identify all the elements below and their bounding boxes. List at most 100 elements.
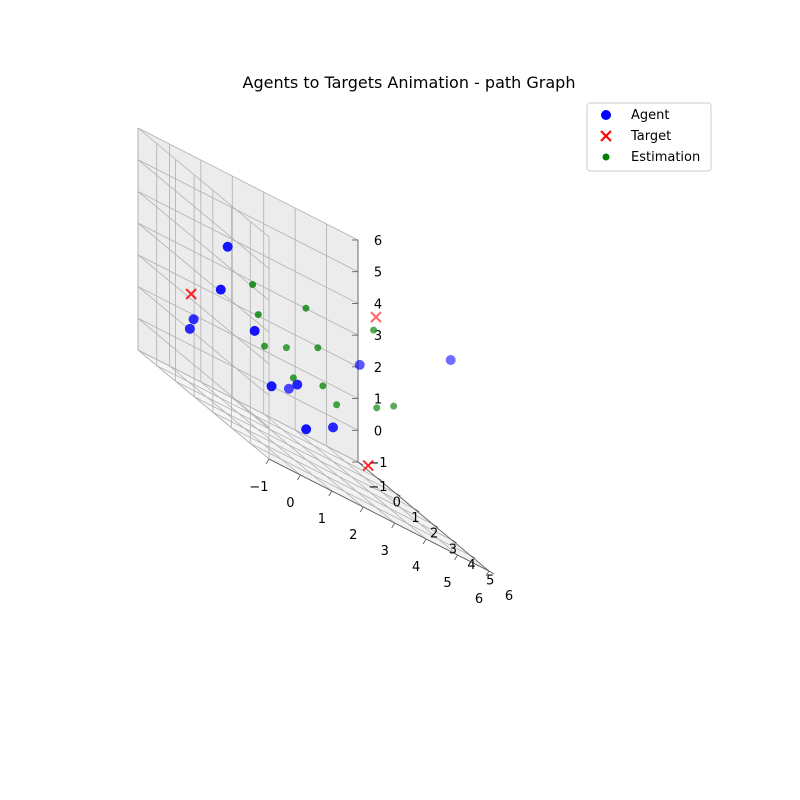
target-stroke: [185, 288, 197, 300]
x-tick-label: 6: [475, 592, 483, 607]
grid-line-z-left: [137, 349, 270, 460]
x-tick-label: 3: [381, 544, 389, 559]
x-tick-mark: [391, 522, 396, 529]
estimation-point: [249, 281, 257, 289]
axis-lines: [268, 240, 490, 572]
grid-lines: [137, 127, 490, 572]
grid-line-z-back: [137, 317, 359, 431]
estimation-point: [254, 311, 262, 319]
grid-line-z-back: [137, 191, 359, 304]
grid-line-z-back: [137, 127, 359, 241]
legend-agent-marker: [601, 110, 611, 120]
target-marker: [185, 288, 197, 300]
grid-line-z-left: [137, 317, 270, 428]
y-tick-label: 5: [486, 573, 494, 588]
y-tick-label: 0: [393, 496, 401, 511]
x-tick-mark: [422, 538, 427, 545]
estimation-point: [390, 402, 398, 410]
y-tick-label: 6: [505, 589, 513, 604]
axes-panes: [138, 128, 489, 571]
target-marker: [362, 459, 374, 472]
x-axis-line: [268, 458, 490, 572]
x-tick-label: 0: [286, 496, 294, 511]
agent-point: [328, 422, 339, 433]
grid-line-y-floor: [175, 380, 396, 494]
grid-line-y-floor: [212, 411, 434, 525]
grid-line-y-floor: [156, 365, 377, 478]
estimation-point: [373, 404, 381, 412]
agent-point: [301, 424, 312, 435]
legend-box: [586, 102, 712, 172]
legend-estimation-label: Estimation: [631, 150, 700, 165]
y-tick-mark: [357, 461, 364, 466]
legend-target-marker: [600, 130, 612, 142]
estimation-point: [333, 401, 341, 409]
z-tick-label: 3: [374, 329, 382, 344]
grid-line-z-left: [137, 286, 270, 396]
legend-agent-label: Agent: [631, 108, 669, 123]
grid-line-z-back: [137, 349, 359, 463]
estimation-point: [314, 344, 322, 352]
legend-target-label: Target: [630, 129, 671, 144]
estimation-point: [282, 344, 290, 352]
grid-line-z-back: [137, 222, 359, 336]
y-tick-label: −1: [368, 480, 387, 495]
z-tick-label: 2: [374, 361, 382, 376]
grid-line-y-floor: [250, 443, 471, 556]
y-tick-mark: [413, 508, 420, 513]
estimation-point: [319, 382, 327, 390]
x-tick-mark: [485, 570, 490, 577]
x-tick-mark: [265, 458, 270, 465]
agent-point: [184, 323, 195, 334]
z-tick-label: −1: [368, 456, 387, 471]
x-tick-label: 2: [349, 528, 357, 543]
grid-line-z-back: [137, 254, 359, 368]
target-marker: [370, 311, 382, 323]
y-tick-label: 2: [430, 527, 438, 542]
grid-line-x-floor: [294, 429, 427, 540]
x-tick-label: 4: [412, 560, 420, 575]
agent-point: [354, 359, 365, 370]
agent-point: [222, 241, 233, 252]
x-tick-mark: [297, 474, 301, 481]
estimation-point: [302, 304, 310, 312]
x-tick-label: 1: [318, 512, 326, 527]
grid-line-x-floor: [169, 365, 301, 476]
chart-title: Agents to Targets Animation - path Graph: [243, 73, 576, 92]
legend: Agent Target Estimation: [586, 102, 712, 172]
x-tick-mark: [328, 490, 333, 497]
y-tick-mark: [451, 539, 457, 544]
grid-line-x-floor: [326, 445, 458, 556]
y-axis-line: [357, 461, 490, 572]
grid-line-z-left: [137, 191, 270, 301]
agent-point: [215, 284, 226, 295]
grid-line-z-back: [137, 286, 359, 399]
z-tick-label: 0: [374, 424, 382, 439]
agent-point: [292, 379, 303, 390]
agent-point: [249, 325, 260, 336]
y-tick-mark: [470, 555, 476, 559]
y-tick-mark: [395, 492, 401, 497]
estimation-point: [370, 326, 378, 334]
estimation-point: [260, 342, 268, 350]
y-tick-label: 1: [411, 511, 419, 526]
agent-point: [266, 381, 277, 392]
z-tick-label: 6: [374, 234, 382, 249]
grid-line-x-floor: [232, 397, 364, 508]
z-tick-label: 5: [374, 266, 382, 281]
grid-line-y-floor: [231, 427, 452, 541]
legend-estimation-marker: [602, 153, 610, 161]
target-stroke: [370, 311, 382, 323]
agent-point: [283, 383, 294, 394]
x-tick-label: −1: [249, 480, 268, 495]
grid-line-z-left: [137, 254, 270, 365]
z-tick-label: 1: [374, 393, 382, 408]
agent-point: [188, 314, 199, 325]
grid-line-x-floor: [200, 381, 333, 492]
target-stroke: [362, 459, 374, 472]
x-tick-mark: [454, 554, 458, 561]
grid-line-y-floor: [193, 396, 415, 510]
grid-line-z-left: [137, 222, 270, 333]
